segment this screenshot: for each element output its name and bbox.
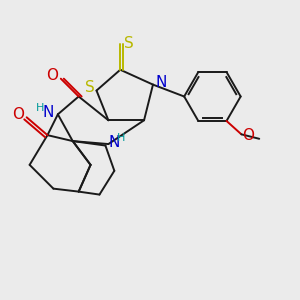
Text: O: O [46,68,58,83]
Text: N: N [43,105,54,120]
Text: H: H [36,103,44,113]
Text: N: N [108,135,119,150]
Text: O: O [242,128,254,143]
Text: S: S [85,80,95,95]
Text: S: S [124,35,134,50]
Text: H: H [117,133,125,142]
Text: O: O [12,107,24,122]
Text: N: N [156,75,167,90]
